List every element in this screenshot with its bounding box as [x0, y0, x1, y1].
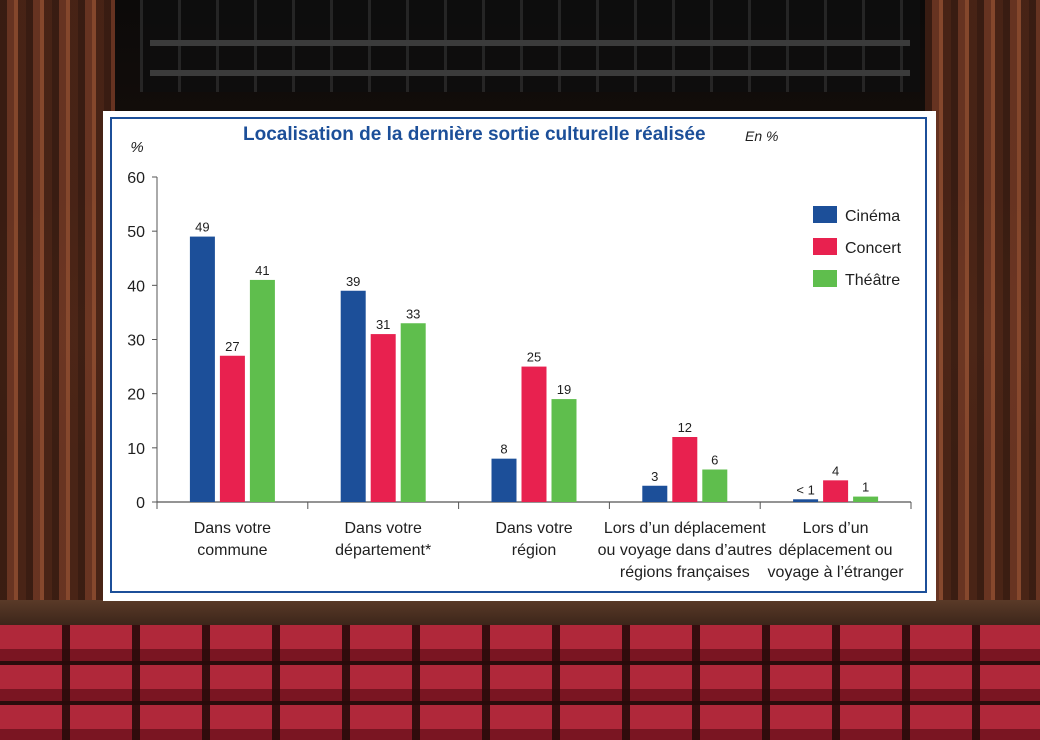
bar — [521, 366, 547, 502]
x-category-label: Dans votre commune — [194, 520, 271, 559]
bar-value-label: 3 — [651, 469, 658, 484]
bar — [491, 458, 517, 502]
bar-value-label: < 1 — [796, 482, 814, 497]
bar — [702, 469, 728, 502]
x-category-label: Dans votre département* — [335, 520, 431, 559]
y-tick-label: 0 — [136, 495, 145, 512]
legend-swatch — [813, 270, 837, 287]
chart-frame — [110, 117, 927, 593]
bar — [793, 499, 819, 502]
bar — [823, 480, 849, 502]
bar — [672, 437, 698, 502]
y-axis-label: % — [130, 139, 143, 156]
legend-swatch — [813, 206, 837, 223]
y-tick-label: 10 — [127, 441, 145, 458]
legend-label: Théâtre — [845, 272, 900, 289]
x-category-label: Lors d’un déplacement ou voyage à l’étrang… — [768, 520, 905, 581]
legend-label: Cinéma — [845, 208, 900, 225]
x-category-label-line: Dans votre — [495, 520, 572, 537]
y-tick-label: 20 — [127, 387, 145, 404]
bar-value-label: 33 — [406, 306, 420, 321]
bar-value-label: 39 — [346, 274, 360, 289]
right-curtain — [925, 0, 1040, 620]
bar — [189, 236, 215, 502]
bar — [370, 334, 396, 502]
bar-value-label: 12 — [678, 420, 692, 435]
y-tick-label: 50 — [127, 224, 145, 241]
x-category-label-line: voyage à l’étranger — [768, 564, 905, 581]
bar — [219, 355, 245, 502]
x-category-label-line: département* — [335, 542, 431, 559]
bar — [400, 323, 426, 502]
x-category-label-line: régions françaises — [620, 564, 750, 581]
x-category-label-line: commune — [197, 542, 267, 559]
chart-panel: Localisation de la dernière sortie cultu… — [103, 111, 936, 601]
x-category-label-line: région — [512, 542, 556, 559]
chart-unit-note: En % — [745, 128, 779, 144]
bar — [853, 496, 879, 502]
bar — [340, 290, 366, 502]
bar-value-label: 19 — [557, 382, 571, 397]
y-tick-label: 40 — [127, 278, 145, 295]
audience-seats — [0, 625, 1040, 740]
bar-value-label: 25 — [527, 350, 541, 365]
bar-value-label: 31 — [376, 317, 390, 332]
bar-value-label: 41 — [255, 263, 269, 278]
left-curtain — [0, 0, 115, 620]
x-category-label: Lors d’un déplacement ou voyage dans d’au… — [598, 520, 772, 581]
x-category-label-line: Lors d’un — [803, 520, 869, 537]
x-category-label-line: Dans votre — [194, 520, 271, 537]
bar — [642, 485, 668, 502]
bar-value-label: 8 — [500, 442, 507, 457]
bar-value-label: 6 — [711, 453, 718, 468]
x-category-label-line: déplacement ou — [779, 542, 893, 559]
x-category-label-line: ou voyage dans d’autres — [598, 542, 772, 559]
bar-value-label: 49 — [195, 220, 209, 235]
truss-bar — [150, 70, 910, 76]
bar-value-label: 4 — [832, 463, 839, 478]
bar-value-label: 27 — [225, 339, 239, 354]
bar — [249, 279, 275, 502]
x-category-label: Dans votre région — [495, 520, 572, 559]
truss-bar — [150, 40, 910, 46]
legend-label: Concert — [845, 240, 902, 257]
x-category-label-line: Lors d’un déplacement — [604, 520, 766, 537]
legend-swatch — [813, 238, 837, 255]
bar — [551, 399, 577, 502]
y-tick-label: 30 — [127, 333, 145, 350]
chart-title: Localisation de la dernière sortie cultu… — [243, 124, 706, 145]
x-category-label-line: Dans votre — [345, 520, 422, 537]
y-tick-label: 60 — [127, 170, 145, 187]
lighting-truss — [140, 0, 920, 92]
bar-value-label: 1 — [862, 480, 869, 495]
